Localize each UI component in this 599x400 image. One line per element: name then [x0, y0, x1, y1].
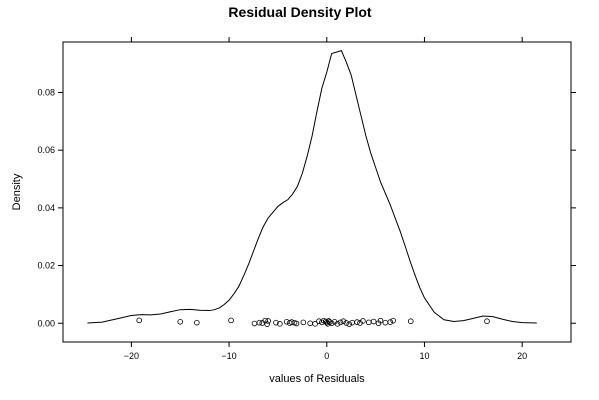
- y-axis-label: Density: [11, 173, 23, 210]
- rug-point: [365, 319, 372, 326]
- rug-point: [343, 320, 350, 326]
- axis-tick-labels: −20 −10 0 10 20 0.00 0.02 0.04 0.06 0.08: [37, 87, 527, 361]
- rug-point: [265, 318, 271, 324]
- rug-point: [273, 319, 279, 326]
- x-tick-label: −10: [221, 351, 236, 361]
- rug-point: [312, 321, 318, 327]
- rug-point: [194, 319, 200, 326]
- plot-frame: [62, 41, 572, 343]
- rug-point: [370, 318, 377, 325]
- rug-point: [177, 319, 184, 325]
- rug-point: [256, 319, 263, 326]
- rug-point: [251, 320, 258, 327]
- rug-point: [387, 319, 394, 325]
- x-tick-label: 10: [419, 351, 429, 361]
- rug-point: [334, 321, 341, 327]
- rug-point: [382, 319, 389, 326]
- rug-point: [288, 319, 295, 325]
- rug-point: [293, 320, 300, 327]
- y-tick-label: 0.00: [37, 318, 55, 328]
- rug-point: [307, 320, 313, 327]
- rug-point: [340, 318, 347, 325]
- rug-point: [277, 321, 283, 327]
- axis-ticks: [58, 37, 576, 347]
- x-tick-label: −20: [124, 351, 139, 361]
- rug-point: [228, 317, 234, 324]
- rug-point: [360, 318, 366, 324]
- chart-title: Residual Density Plot: [228, 4, 371, 20]
- rug-point: [346, 321, 353, 327]
- rug-point: [377, 317, 384, 324]
- x-axis-label: values of Residuals: [269, 373, 365, 385]
- rug-point: [354, 319, 360, 325]
- rug-point: [136, 317, 143, 324]
- y-tick-label: 0.04: [37, 203, 55, 213]
- x-tick-label: 0: [324, 351, 329, 361]
- rug-point: [349, 319, 355, 326]
- rug-point: [337, 319, 344, 326]
- density-curve: [87, 50, 537, 324]
- y-tick-label: 0.02: [37, 261, 55, 271]
- x-tick-label: 20: [517, 351, 527, 361]
- rug-points: [136, 317, 490, 327]
- y-tick-label: 0.06: [37, 145, 55, 155]
- rug-point: [484, 318, 490, 325]
- rug-point: [300, 319, 307, 326]
- rug-point: [316, 318, 322, 325]
- rug-point: [283, 319, 290, 325]
- rug-point: [264, 321, 270, 327]
- rug-point: [390, 317, 397, 324]
- rug-point: [407, 318, 414, 325]
- y-tick-label: 0.08: [37, 87, 55, 97]
- rug-point: [328, 320, 335, 327]
